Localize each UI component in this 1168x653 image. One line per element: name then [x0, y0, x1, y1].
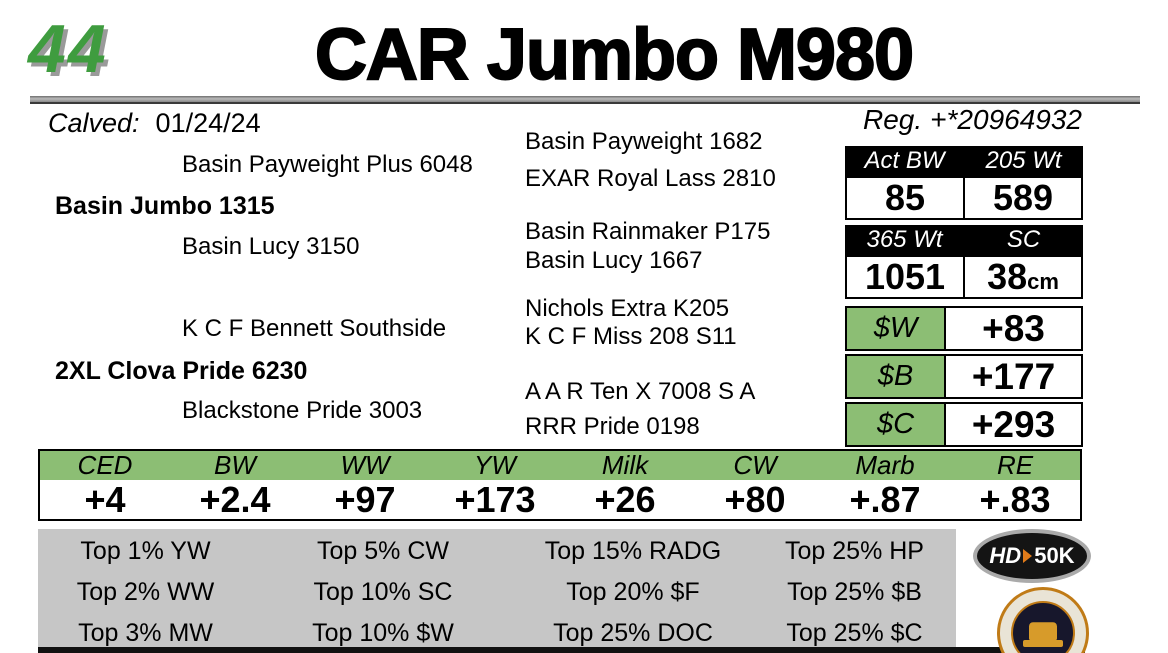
- sc-value: 38cm: [963, 257, 1081, 297]
- epd-value-marb: +.87: [849, 479, 921, 520]
- animal-name-title: CAR Jumbo M980: [314, 14, 915, 96]
- registration-line: Reg. +*20964932: [863, 104, 1082, 136]
- dollar-w-label: $W: [845, 306, 946, 351]
- percentile-item: Top 5% CW: [317, 537, 449, 565]
- epd-header-milk: Milk: [601, 450, 649, 480]
- header-divider: [30, 96, 1140, 104]
- epd-header-bw: BW: [214, 450, 256, 480]
- epd-header-re: RE: [996, 450, 1034, 480]
- dollar-row: $C +293: [845, 402, 1083, 447]
- wt-365-value: 1051: [864, 256, 946, 297]
- sc-label: SC: [1006, 226, 1041, 253]
- hd50k-logo: HD 50K: [973, 529, 1091, 583]
- dollar-b-value: +177: [946, 354, 1083, 399]
- pedigree-sire-dam: Basin Lucy 3150: [182, 233, 360, 260]
- reg-number: +*20964932: [930, 104, 1082, 135]
- percentile-item: Top 10% SC: [313, 578, 453, 606]
- bull-emblem-icon: [1029, 622, 1057, 641]
- pedigree-sire-sire: Basin Payweight Plus 6048: [182, 151, 473, 178]
- calved-line: Calved: 01/24/24: [48, 108, 261, 139]
- epd-header-ww: WW: [340, 450, 390, 480]
- stats-value-row: 1051 38cm: [845, 255, 1083, 299]
- wt-205-label: 205 Wt: [985, 147, 1062, 174]
- angus-seal-inner-ring: [1011, 601, 1075, 653]
- percentile-item: Top 10% $W: [312, 619, 454, 647]
- pedigree-gen3-name: A A R Ten X 7008 S A: [525, 378, 756, 405]
- percentile-item: Top 3% MW: [78, 619, 213, 647]
- seal-banner: [1023, 640, 1063, 648]
- percentile-item: Top 2% WW: [76, 578, 215, 606]
- hd50k-arrow-icon: [1023, 549, 1033, 563]
- epd-value-re: +.83: [979, 479, 1051, 520]
- pedigree-gen3-name: EXAR Royal Lass 2810: [525, 165, 776, 192]
- stats-header-row: 365 Wt SC: [845, 225, 1083, 255]
- percentile-column: Top 5% CW Top 10% SC Top 10% $W: [253, 531, 513, 653]
- pedigree-gen3-name: RRR Pride 0198: [525, 413, 700, 440]
- epd-header-marb: Marb: [855, 450, 915, 480]
- dollar-row: $B +177: [845, 354, 1083, 399]
- wt-205-value: 589: [963, 178, 1081, 218]
- percentile-item: Top 20% $F: [566, 578, 700, 606]
- pedigree-sire: Basin Jumbo 1315: [55, 192, 275, 220]
- angus-seal-logo: [997, 587, 1089, 653]
- dollar-row: $W +83: [845, 306, 1083, 351]
- pedigree-gen3-name: K C F Miss 208 S11: [525, 323, 737, 350]
- dollar-w-value: +83: [946, 306, 1083, 351]
- hd50k-text-50k: 50K: [1034, 543, 1075, 568]
- calved-date: 01/24/24: [155, 108, 261, 138]
- dollar-c-label: $C: [845, 402, 946, 447]
- epd-header-yw: YW: [474, 450, 516, 480]
- epd-value-milk: +26: [594, 479, 656, 520]
- percentile-item: Top 25% DOC: [553, 619, 713, 647]
- lot-number: 44: [28, 11, 108, 87]
- percentile-item: Top 25% $B: [787, 578, 922, 606]
- pedigree-dam: 2XL Clova Pride 6230: [55, 357, 308, 385]
- epd-header-cw: CW: [733, 450, 777, 480]
- reg-label: Reg.: [863, 104, 923, 135]
- percentile-column: Top 15% RADG Top 20% $F Top 25% DOC: [513, 531, 753, 653]
- epd-header-row: CED BW WW YW Milk CW Marb RE: [40, 451, 1080, 480]
- act-bw-value: 85: [884, 177, 926, 218]
- pedigree-gen3-name: Basin Rainmaker P175: [525, 218, 771, 245]
- percentile-item: Top 15% RADG: [544, 537, 722, 565]
- act-bw-label: Act BW: [864, 147, 945, 174]
- epd-value-ww: +97: [334, 479, 396, 520]
- stats-value-row: 85 589: [845, 176, 1083, 220]
- calved-label: Calved:: [48, 108, 140, 138]
- epd-table: CED BW WW YW Milk CW Marb RE +4 +2.4 +97…: [38, 449, 1082, 521]
- percentile-column: Top 25% HP Top 25% $B Top 25% $C: [753, 531, 956, 653]
- percentile-item: Top 25% HP: [785, 537, 924, 565]
- pedigree-gen3-name: Nichols Extra K205: [525, 295, 730, 322]
- dollar-b-label: $B: [845, 354, 946, 399]
- percentile-block: Top 1% YW Top 2% WW Top 3% MW Top 5% CW …: [38, 529, 956, 653]
- epd-value-row: +4 +2.4 +97 +173 +26 +80 +.87 +.83: [40, 480, 1080, 519]
- stats-header-row: Act BW 205 Wt: [845, 146, 1083, 176]
- epd-value-bw: +2.4: [199, 479, 271, 520]
- pedigree-gen3-name: Basin Lucy 1667: [525, 247, 703, 274]
- wt-365-label: 365 Wt: [866, 226, 943, 253]
- bottom-rule: [38, 647, 1085, 653]
- sc-number: 38: [987, 256, 1028, 297]
- dollar-value-rows: $W +83 $B +177 $C +293: [845, 306, 1083, 447]
- performance-table: Act BW 205 Wt 85 589 365 Wt SC 1051 38cm…: [845, 146, 1083, 450]
- pedigree-gen3-name: Basin Payweight 1682: [525, 128, 763, 155]
- pedigree-dam-sire: K C F Bennett Southside: [182, 315, 447, 342]
- epd-value-yw: +173: [454, 479, 536, 520]
- epd-header-ced: CED: [77, 450, 133, 480]
- percentile-item: Top 1% YW: [80, 537, 211, 565]
- epd-value-cw: +80: [724, 479, 786, 520]
- hd50k-text-hd: HD: [989, 543, 1022, 568]
- percentile-item: Top 25% $C: [786, 619, 923, 647]
- sc-unit: cm: [1027, 269, 1059, 294]
- dollar-c-value: +293: [946, 402, 1083, 447]
- pedigree-dam-dam: Blackstone Pride 3003: [182, 397, 423, 424]
- epd-value-ced: +4: [84, 479, 126, 520]
- percentile-column: Top 1% YW Top 2% WW Top 3% MW: [38, 531, 253, 653]
